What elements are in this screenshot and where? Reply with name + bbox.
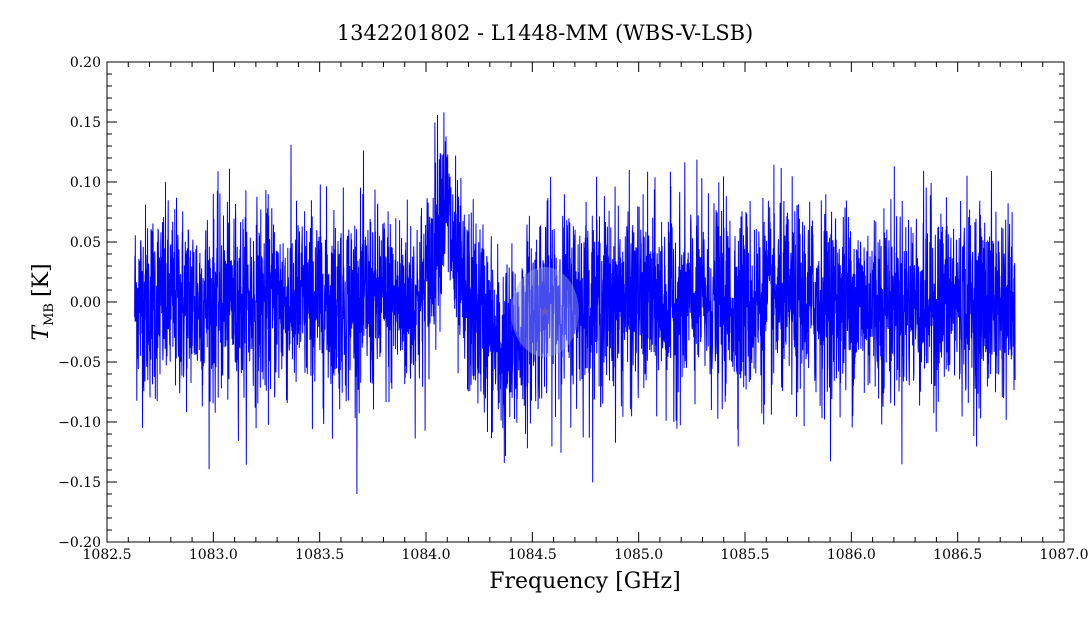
y-axis-label-unit: [K] — [29, 263, 54, 297]
y-tick-label: 0.10 — [70, 175, 101, 191]
y-tick-labels: 0.20 0.15 0.10 0.05 0.00 −0.05 −0.10 −0.15 −0.20 — [58, 55, 101, 551]
x-tick-label: 1083.0 — [189, 547, 238, 563]
svg-text:TMB[K]: TMB [K] — [29, 263, 57, 340]
y-tick-label: 0.20 — [70, 55, 101, 71]
y-tick-label: 0.05 — [70, 235, 101, 251]
y-axis-label-sub: MB — [42, 303, 57, 326]
spectrum-line — [134, 112, 1016, 495]
x-axis-label: Frequency [GHz] — [489, 569, 681, 594]
y-axis-label-main: T — [29, 324, 54, 341]
x-tick-label: 1086.5 — [933, 547, 982, 563]
svg-text:★: ★ — [539, 304, 552, 320]
x-tick-label: 1087.0 — [1040, 547, 1089, 563]
x-tick-label: 1086.0 — [827, 547, 876, 563]
y-tick-label: −0.05 — [58, 355, 101, 371]
x-tick-label: 1085.5 — [721, 547, 770, 563]
x-tick-label: 1082.5 — [83, 547, 132, 563]
y-tick-label: 0.00 — [70, 295, 101, 311]
y-tick-label: −0.10 — [58, 415, 101, 431]
y-axis-label: TMB [K] — [29, 263, 57, 340]
axis-ticks — [106, 61, 1065, 543]
x-tick-label: 1084.5 — [508, 547, 557, 563]
x-tick-labels: 1082.5 1083.0 1083.5 1084.0 1084.5 1085.0 1085… — [83, 547, 1089, 563]
y-tick-label: −0.20 — [58, 535, 101, 551]
wish-watermark-logo: ★ — [511, 267, 579, 357]
x-tick-label: 1085.0 — [614, 547, 663, 563]
plot-area — [134, 112, 1016, 495]
x-tick-label: 1084.0 — [402, 547, 451, 563]
x-tick-label: 1083.5 — [295, 547, 344, 563]
y-tick-label: −0.15 — [58, 475, 101, 491]
y-tick-label: 0.15 — [70, 115, 101, 131]
chart-title: 1342201802 - L1448-MM (WBS-V-LSB) — [337, 21, 753, 45]
